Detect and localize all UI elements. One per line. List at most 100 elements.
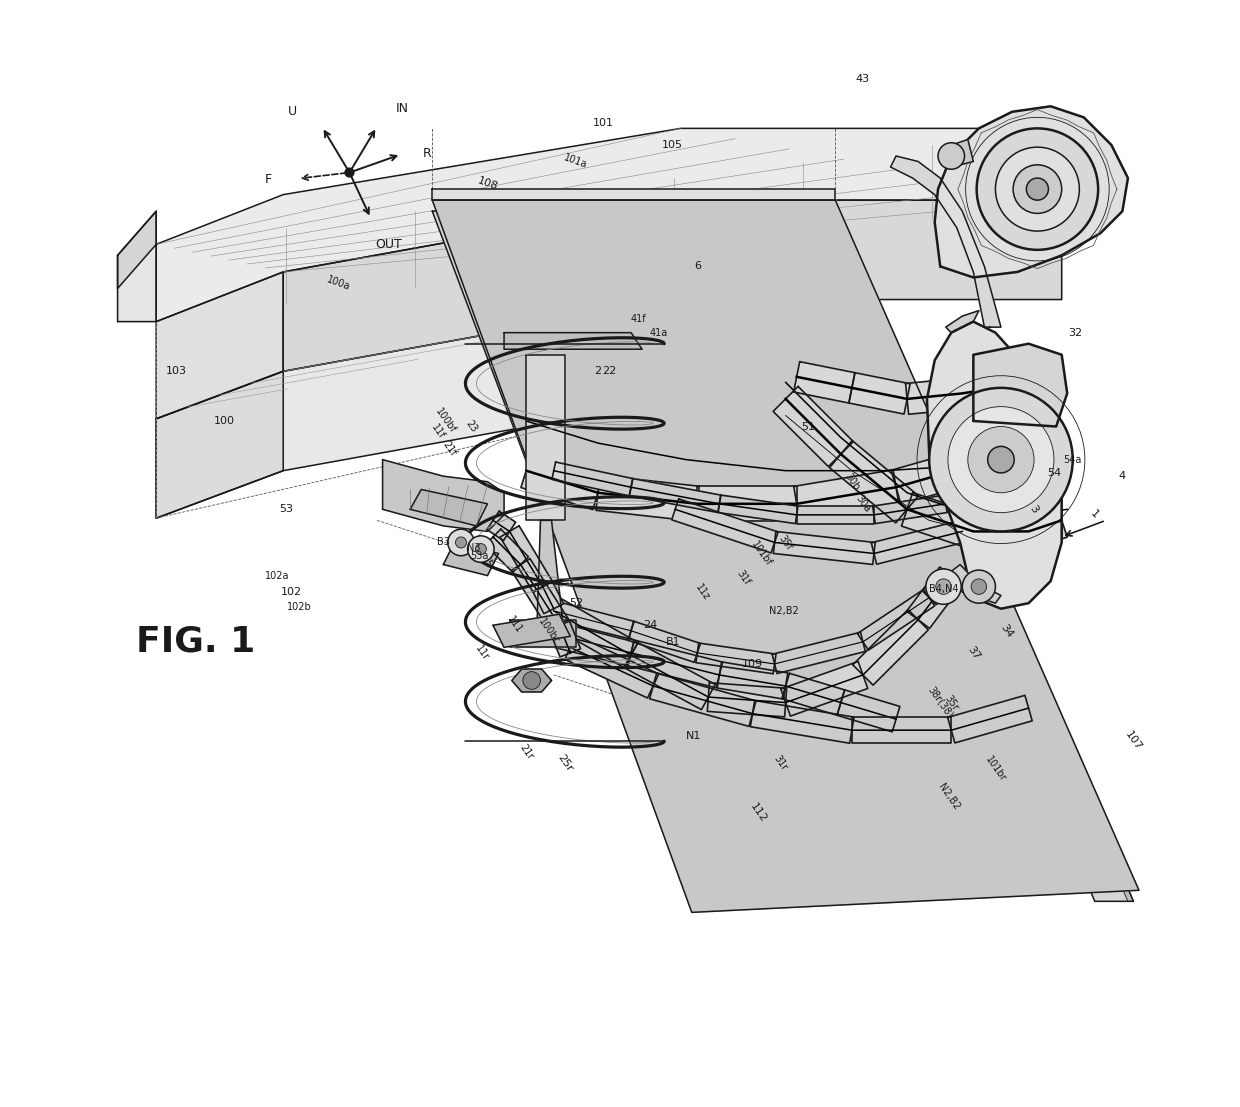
- Text: N2,B2: N2,B2: [936, 782, 962, 811]
- Text: 11r: 11r: [474, 643, 491, 662]
- Polygon shape: [973, 514, 1028, 549]
- Text: 101a: 101a: [563, 153, 589, 170]
- Text: 5: 5: [481, 559, 494, 570]
- Polygon shape: [794, 469, 899, 521]
- Polygon shape: [906, 567, 962, 629]
- Polygon shape: [672, 499, 777, 552]
- Text: 101bf: 101bf: [749, 539, 774, 568]
- Polygon shape: [892, 448, 978, 504]
- Text: R: R: [423, 146, 432, 159]
- Text: 102a: 102a: [265, 570, 290, 580]
- Polygon shape: [717, 662, 787, 700]
- Text: 37: 37: [965, 644, 982, 662]
- Text: 109: 109: [742, 659, 763, 669]
- Text: OUT: OUT: [376, 238, 403, 250]
- Text: 103: 103: [166, 366, 186, 376]
- Polygon shape: [512, 669, 552, 692]
- Text: 54a: 54a: [1064, 455, 1083, 465]
- Polygon shape: [853, 610, 929, 685]
- Polygon shape: [707, 683, 786, 717]
- Polygon shape: [118, 211, 156, 322]
- Polygon shape: [991, 368, 1017, 403]
- Circle shape: [345, 168, 353, 177]
- Text: 24: 24: [642, 620, 657, 630]
- Text: 41a: 41a: [650, 328, 668, 338]
- Polygon shape: [537, 520, 563, 620]
- Text: 35f: 35f: [777, 534, 795, 551]
- Polygon shape: [433, 200, 1140, 912]
- Text: 105: 105: [661, 139, 682, 149]
- Text: 107: 107: [1123, 730, 1143, 753]
- Polygon shape: [774, 386, 853, 467]
- Text: 102b: 102b: [288, 601, 312, 611]
- Polygon shape: [526, 354, 564, 520]
- Text: 101: 101: [593, 117, 614, 127]
- Polygon shape: [627, 621, 701, 662]
- Text: 34: 34: [998, 622, 1014, 640]
- Polygon shape: [564, 635, 658, 699]
- Circle shape: [988, 446, 1014, 473]
- Circle shape: [968, 426, 1034, 493]
- Circle shape: [929, 387, 1073, 531]
- Text: 30b: 30b: [842, 472, 862, 493]
- Circle shape: [448, 529, 474, 556]
- Text: F: F: [265, 174, 272, 186]
- Polygon shape: [782, 673, 844, 715]
- Text: B3: B3: [436, 538, 450, 548]
- Polygon shape: [494, 614, 570, 648]
- Circle shape: [962, 570, 996, 603]
- Polygon shape: [118, 211, 156, 289]
- Polygon shape: [521, 454, 603, 509]
- Polygon shape: [872, 520, 965, 565]
- Polygon shape: [533, 581, 564, 613]
- Polygon shape: [510, 620, 575, 648]
- Text: N2,B2: N2,B2: [769, 606, 799, 615]
- Polygon shape: [487, 511, 516, 540]
- Polygon shape: [773, 632, 866, 673]
- Text: 111: 111: [506, 614, 525, 635]
- Polygon shape: [596, 475, 699, 521]
- Text: 23: 23: [464, 418, 479, 434]
- Text: 22: 22: [601, 366, 616, 376]
- Polygon shape: [750, 701, 854, 743]
- Text: N3: N3: [467, 542, 481, 554]
- Text: 112: 112: [748, 801, 769, 825]
- Polygon shape: [928, 322, 1061, 609]
- Polygon shape: [830, 441, 919, 523]
- Polygon shape: [549, 621, 580, 656]
- Text: 41f: 41f: [631, 314, 646, 324]
- Circle shape: [937, 143, 965, 169]
- Circle shape: [1013, 165, 1061, 214]
- Polygon shape: [946, 311, 978, 333]
- Polygon shape: [923, 569, 959, 604]
- Polygon shape: [796, 211, 1133, 901]
- Polygon shape: [852, 717, 951, 744]
- Text: 11z: 11z: [693, 582, 712, 602]
- Polygon shape: [485, 529, 528, 572]
- Polygon shape: [960, 373, 998, 408]
- Circle shape: [467, 536, 494, 562]
- Text: 21r: 21r: [517, 743, 534, 762]
- Polygon shape: [503, 333, 642, 349]
- Polygon shape: [624, 642, 715, 710]
- Polygon shape: [796, 506, 874, 524]
- Text: 52: 52: [569, 598, 583, 608]
- Text: 35r: 35r: [942, 693, 960, 712]
- Text: 54: 54: [1047, 468, 1061, 478]
- Polygon shape: [697, 486, 796, 521]
- Polygon shape: [905, 377, 963, 414]
- Text: 21f: 21f: [440, 439, 458, 458]
- Text: 108: 108: [476, 175, 500, 192]
- Circle shape: [1027, 178, 1049, 200]
- Text: 6: 6: [694, 261, 701, 271]
- Circle shape: [926, 569, 961, 604]
- Text: U: U: [288, 105, 298, 118]
- Polygon shape: [774, 531, 875, 565]
- Polygon shape: [383, 459, 503, 531]
- Polygon shape: [444, 542, 498, 576]
- Polygon shape: [511, 559, 569, 631]
- Polygon shape: [460, 211, 725, 901]
- Polygon shape: [830, 211, 1133, 901]
- Text: 32: 32: [1068, 328, 1083, 338]
- Circle shape: [947, 406, 1054, 513]
